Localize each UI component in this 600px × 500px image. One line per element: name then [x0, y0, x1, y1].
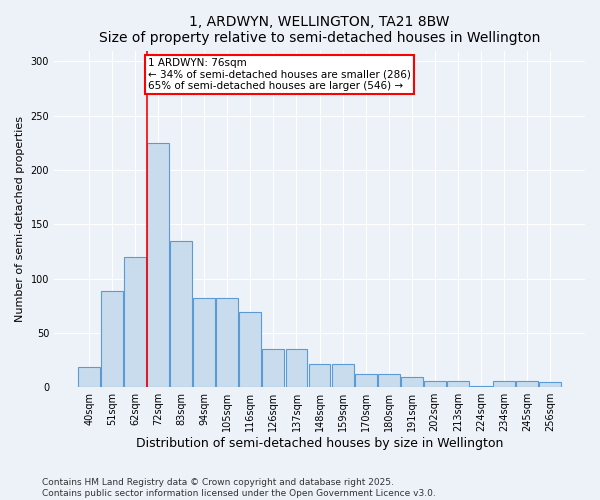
Bar	[217, 298, 238, 387]
Bar	[332, 364, 353, 387]
Bar	[355, 374, 377, 387]
Text: Contains HM Land Registry data © Crown copyright and database right 2025.
Contai: Contains HM Land Registry data © Crown c…	[42, 478, 436, 498]
X-axis label: Distribution of semi-detached houses by size in Wellington: Distribution of semi-detached houses by …	[136, 437, 503, 450]
Bar	[493, 380, 515, 387]
Bar	[516, 380, 538, 387]
Bar	[424, 380, 446, 387]
Bar	[308, 364, 331, 387]
Bar	[286, 349, 307, 387]
Bar	[401, 378, 422, 387]
Bar	[447, 380, 469, 387]
Bar	[193, 298, 215, 387]
Bar	[101, 290, 123, 387]
Bar	[262, 349, 284, 387]
Bar	[239, 312, 262, 387]
Text: 1 ARDWYN: 76sqm
← 34% of semi-detached houses are smaller (286)
65% of semi-deta: 1 ARDWYN: 76sqm ← 34% of semi-detached h…	[148, 58, 412, 92]
Bar	[78, 366, 100, 387]
Title: 1, ARDWYN, WELLINGTON, TA21 8BW
Size of property relative to semi-detached house: 1, ARDWYN, WELLINGTON, TA21 8BW Size of …	[99, 15, 540, 45]
Bar	[124, 257, 146, 387]
Bar	[539, 382, 561, 387]
Bar	[170, 240, 192, 387]
Bar	[470, 386, 492, 387]
Bar	[377, 374, 400, 387]
Bar	[147, 143, 169, 387]
Y-axis label: Number of semi-detached properties: Number of semi-detached properties	[15, 116, 25, 322]
